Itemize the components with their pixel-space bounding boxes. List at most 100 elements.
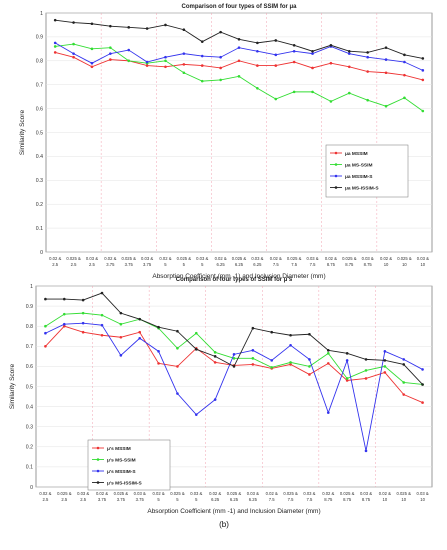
x-tick-label-bottom: 8.75 xyxy=(324,497,333,502)
data-point xyxy=(44,324,47,328)
legend-entry: μ's MSSIM-S xyxy=(107,469,136,475)
y-tick-label: 0.8 xyxy=(26,324,33,330)
x-tick-label-top: 0.03 & xyxy=(362,256,374,261)
y-tick-label: 0.2 xyxy=(36,202,43,208)
x-tick-label-top: 0.025 & xyxy=(396,491,411,496)
data-point xyxy=(421,109,425,113)
data-point xyxy=(182,63,186,66)
data-point xyxy=(62,322,66,326)
x-tick-label-top: 0.02 & xyxy=(215,256,227,261)
data-point xyxy=(364,377,368,380)
data-point xyxy=(219,78,222,82)
x-tick-label-top: 0.03 & xyxy=(190,491,202,496)
y-tick-label: 0.2 xyxy=(26,445,33,451)
data-point xyxy=(311,66,314,70)
x-tick-label-top: 0.02 & xyxy=(104,256,116,261)
x-tick-label-bottom: 2.5 xyxy=(43,497,49,502)
y-tick-label: 0.7 xyxy=(36,83,43,89)
data-point xyxy=(138,317,142,321)
x-tick-label-bottom: 3.75 xyxy=(136,497,145,502)
data-point xyxy=(119,322,123,326)
data-point xyxy=(345,359,349,362)
x-tick-label-top: 0.03 & xyxy=(360,491,372,496)
y-axis-label: Similarity Score xyxy=(19,110,26,156)
data-point xyxy=(421,401,424,404)
data-point xyxy=(274,53,278,57)
data-point xyxy=(329,61,333,65)
data-point xyxy=(421,78,425,82)
data-point xyxy=(119,311,123,315)
legend-entry: μ's MSSIM xyxy=(107,446,131,452)
data-point xyxy=(90,22,94,26)
data-point xyxy=(308,332,311,336)
x-tick-label-top: 0.03 & xyxy=(196,256,208,261)
data-point xyxy=(237,37,241,41)
data-point xyxy=(421,368,424,371)
data-point xyxy=(72,52,75,55)
data-point xyxy=(194,331,198,335)
x-tick-label-bottom: 7.5 xyxy=(288,497,294,502)
x-tick-label-top: 0.025 & xyxy=(283,491,298,496)
x-tick-label-top: 0.02 & xyxy=(159,256,171,261)
data-point xyxy=(138,330,142,334)
x-tick-label-top: 0.025 & xyxy=(227,491,242,496)
data-point xyxy=(384,58,388,61)
data-point xyxy=(364,358,368,361)
data-point xyxy=(109,52,112,55)
data-point xyxy=(213,398,217,401)
data-point xyxy=(164,55,167,59)
x-tick-label-top: 0.02 & xyxy=(153,491,165,496)
data-point xyxy=(194,413,198,416)
data-point xyxy=(366,55,369,59)
legend-entry: μ's MS-ISSIM-S xyxy=(107,480,143,486)
data-point xyxy=(251,357,255,360)
data-point xyxy=(157,350,160,353)
data-point xyxy=(213,351,217,354)
data-point xyxy=(383,365,387,368)
x-tick-label-top: 0.02 & xyxy=(379,491,391,496)
data-point xyxy=(90,61,94,65)
x-tick-label-top: 0.02 & xyxy=(49,256,61,261)
data-point xyxy=(345,379,349,382)
data-point xyxy=(53,51,57,54)
data-point xyxy=(308,365,311,368)
legend: μa MSSIM μa MS-SSIM μa MSSIM-S μa MS-ISSIM-… xyxy=(325,144,409,198)
data-point xyxy=(256,41,259,45)
data-point xyxy=(200,54,204,58)
legend-entry: μa MSSIM-S xyxy=(345,174,373,180)
data-point xyxy=(119,335,123,339)
data-point xyxy=(326,352,330,355)
data-point xyxy=(308,373,311,376)
x-tick-label-bottom: 2.5 xyxy=(89,262,95,267)
data-point xyxy=(237,75,241,78)
data-point xyxy=(100,323,104,327)
chart-panel-b: 00.10.20.30.40.50.60.70.80.910.02 &2.50.… xyxy=(9,277,433,529)
x-tick-label-top: 0.03 & xyxy=(141,256,153,261)
y-tick-label: 0.9 xyxy=(36,35,43,41)
x-tick-label-bottom: 8.75 xyxy=(345,262,354,267)
data-point xyxy=(289,343,292,347)
x-tick-label-bottom: 10 xyxy=(383,497,388,502)
data-point xyxy=(237,46,241,49)
data-point xyxy=(289,333,292,337)
x-tick-label-bottom: 2.5 xyxy=(61,497,67,502)
data-point xyxy=(383,371,387,374)
data-point xyxy=(366,98,369,102)
data-point xyxy=(62,312,66,316)
x-tick-label-top: 0.025 & xyxy=(66,256,81,261)
data-point xyxy=(53,41,57,45)
x-tick-label-top: 0.025 & xyxy=(287,256,302,261)
data-point xyxy=(326,349,330,352)
y-tick-label: 0.4 xyxy=(26,404,33,410)
data-point xyxy=(100,313,104,317)
data-point xyxy=(62,324,66,328)
x-tick-label-top: 0.03 & xyxy=(417,256,429,261)
x-tick-label-bottom: 6.25 xyxy=(235,262,244,267)
data-point xyxy=(311,52,314,55)
x-tick-label-top: 0.025 & xyxy=(114,491,129,496)
data-point xyxy=(329,100,333,103)
data-point xyxy=(403,53,406,57)
data-point xyxy=(72,42,75,46)
data-point xyxy=(256,64,259,67)
data-point xyxy=(308,358,311,361)
